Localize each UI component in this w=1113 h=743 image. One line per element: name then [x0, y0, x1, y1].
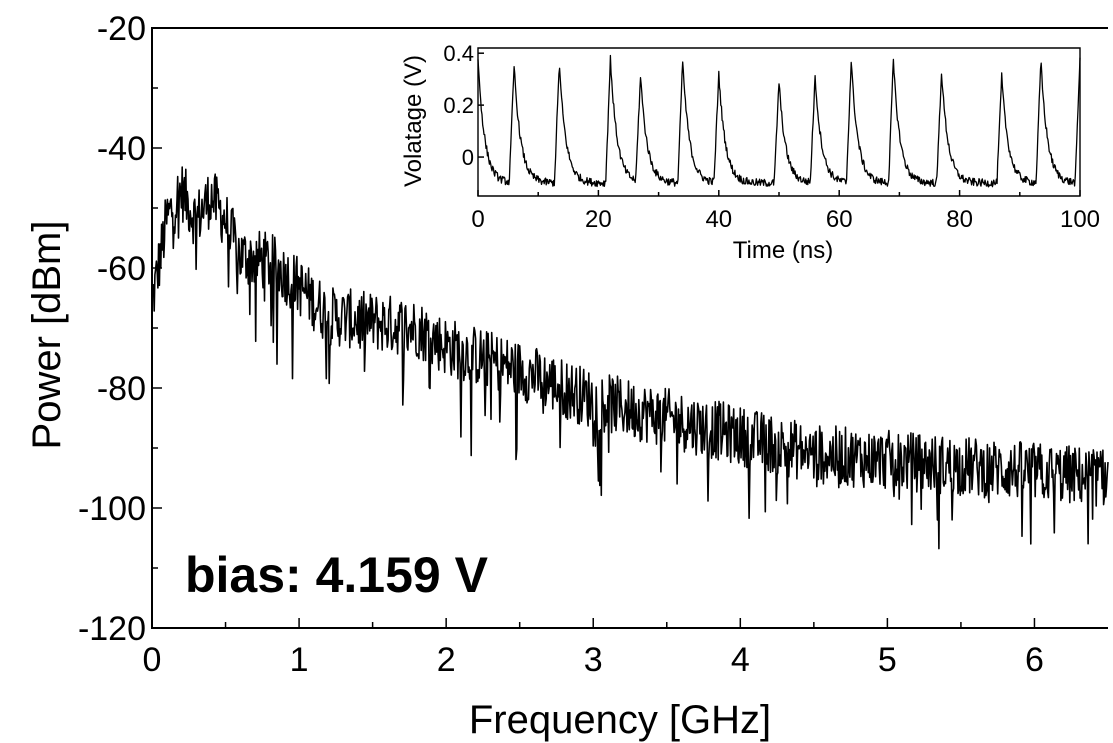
main-axes: 0 1 2 3 4 5 6 -120 -100 -80 -60 -40 -20 Frequency [… [25, 10, 1109, 742]
y-axis-title: Power [dBm] [25, 221, 69, 450]
inset-x-tick-label: 80 [946, 206, 973, 233]
y-tick-label: -120 [78, 610, 146, 648]
inset-y-tick-label: 0.4 [443, 41, 474, 66]
main-spectrum-line [151, 166, 1109, 550]
inset-axes: 0 20 40 60 80 100 0 0.2 0.4 Time (ns) Volatage … [400, 41, 1100, 264]
inset-x-tick-label: 0 [471, 206, 484, 233]
inset-x-tick-label: 60 [826, 206, 853, 233]
inset-y-tick-label: 0.2 [443, 93, 474, 118]
inset-pulse-train-line [477, 54, 1081, 188]
inset-y-axis-title: Volatage (V) [400, 55, 427, 187]
inset-y-ticks: 0 0.2 0.4 [443, 41, 484, 170]
inset-x-tick-label: 20 [585, 206, 612, 233]
y-tick-label: -80 [97, 370, 146, 408]
bias-annotation: bias: 4.159 V [185, 547, 489, 603]
x-tick-label: 5 [878, 641, 897, 679]
y-tick-label: -40 [97, 130, 146, 168]
x-tick-label: 6 [1025, 641, 1044, 679]
main-y-ticks: -120 -100 -80 -60 -40 -20 [78, 10, 162, 648]
inset-x-tick-label: 40 [705, 206, 732, 233]
y-tick-label: -60 [97, 250, 146, 288]
inset-x-tick-label: 100 [1060, 206, 1100, 233]
x-tick-label: 4 [731, 641, 750, 679]
x-tick-label: 2 [437, 641, 456, 679]
y-tick-label: -100 [78, 490, 146, 528]
inset-y-tick-label: 0 [462, 145, 474, 170]
y-tick-label: -20 [97, 10, 146, 48]
x-tick-label: 3 [584, 641, 603, 679]
x-tick-label: 0 [143, 641, 162, 679]
x-tick-label: 1 [290, 641, 309, 679]
inset-x-ticks: 0 20 40 60 80 100 [471, 190, 1100, 233]
main-x-ticks: 0 1 2 3 4 5 6 [143, 618, 1044, 679]
x-axis-title: Frequency [GHz] [469, 698, 771, 742]
inset-x-axis-title: Time (ns) [733, 237, 833, 264]
inset-background [470, 42, 1090, 212]
